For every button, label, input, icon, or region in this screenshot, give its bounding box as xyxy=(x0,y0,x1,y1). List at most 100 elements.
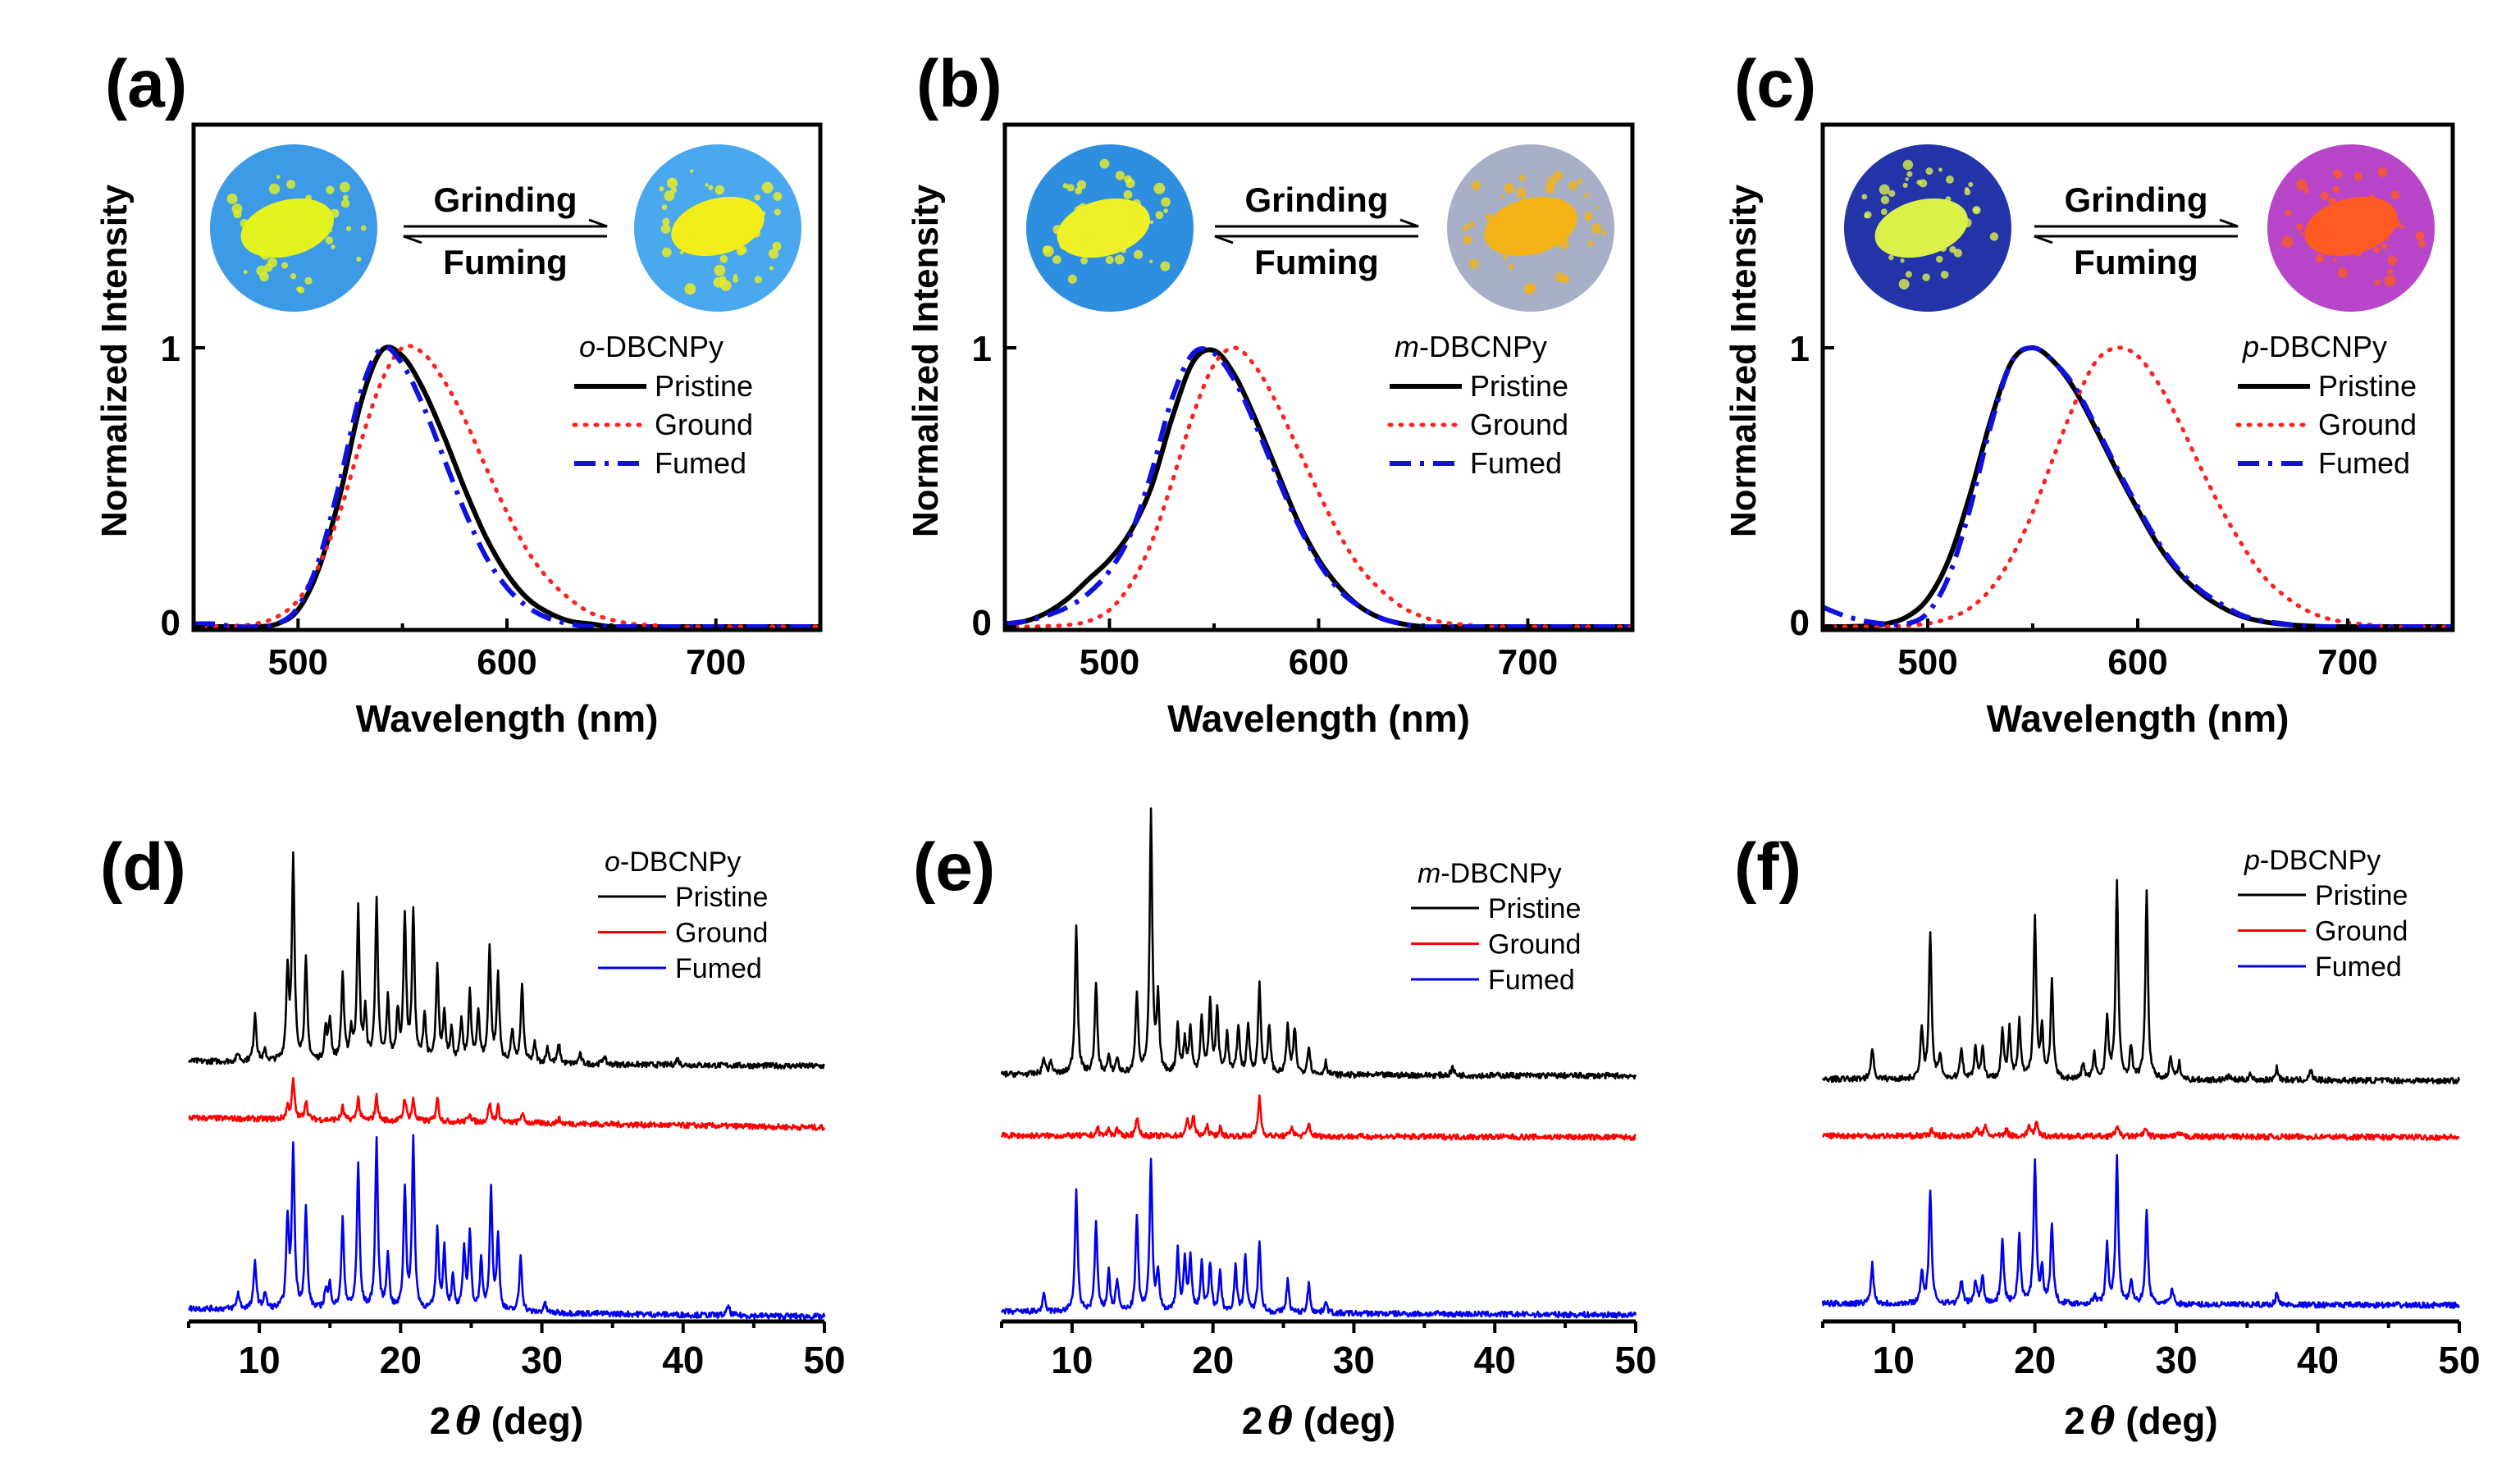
x-tick-label: 30 xyxy=(2156,1339,2198,1381)
x-axis-title-number: 2 xyxy=(1242,1399,1263,1442)
chart-panel-e: (e) 10 20 30 40 50 2 θ (deg) m-DBCNPy Pristine Gro… xyxy=(913,807,1657,1443)
legend-label-pristine: Pristine xyxy=(1488,893,1581,924)
x-axis-title: Wavelength (nm) xyxy=(356,697,659,740)
powder-after xyxy=(1462,170,1607,294)
xrd-pattern-ground xyxy=(1822,1120,2460,1142)
x-tick-label: 50 xyxy=(803,1339,845,1381)
legend-title-prefix: p xyxy=(2242,330,2259,363)
legend-title: p-DBCNPy xyxy=(2244,845,2381,876)
panel-label: (e) xyxy=(913,830,995,905)
y-tick-label: 0 xyxy=(1790,603,1810,643)
powder-before xyxy=(1861,159,1999,290)
grinding-label: Grinding xyxy=(434,180,578,219)
legend-title-rest: -DBCNPy xyxy=(620,847,741,878)
xrd-pattern-pristine xyxy=(188,851,825,1070)
legend: o-DBCNPy Pristine Ground Fumed xyxy=(572,330,753,480)
y-axis-title: Normalized Intensity xyxy=(906,184,946,537)
x-tick-label: 40 xyxy=(1474,1339,1516,1381)
xrd-pattern-fumed xyxy=(188,1134,826,1321)
xrd-pattern-pristine xyxy=(1821,878,2461,1085)
series-line-ground xyxy=(194,344,820,629)
x-tick-label: 10 xyxy=(1051,1339,1093,1381)
x-tick-label: 600 xyxy=(477,642,536,682)
x-tick-label: 50 xyxy=(1614,1339,1656,1381)
xrd-pattern-fumed xyxy=(1000,1157,1637,1319)
inset-photos xyxy=(1026,144,1614,312)
legend: m-DBCNPy Pristine Ground Fumed xyxy=(1387,330,1568,480)
x-tick-label: 20 xyxy=(380,1339,422,1381)
legend-label-ground: Ground xyxy=(655,408,753,441)
legend-label-pristine: Pristine xyxy=(2318,369,2417,403)
legend-label-fumed: Fumed xyxy=(1488,965,1575,996)
xrd-pattern-ground xyxy=(188,1076,826,1131)
legend-label-ground: Ground xyxy=(2315,916,2408,947)
legend-title: m-DBCNPy xyxy=(1418,858,1562,889)
legend-title-rest: -DBCNPy xyxy=(596,330,724,363)
powder-before xyxy=(1043,158,1171,284)
series-group xyxy=(1000,807,1637,1319)
chart-panel-b: (b) Grinding Fuming 500 600 700 0 1 Wavelength (… xyxy=(906,47,1635,740)
legend-label-fumed: Fumed xyxy=(1470,446,1562,480)
x-axis-title-unit: (deg) xyxy=(1293,1399,1395,1442)
legend: p-DBCNPy Pristine Ground Fumed xyxy=(2235,330,2417,480)
legend: o-DBCNPy Pristine Ground Fumed xyxy=(598,847,768,984)
reversible-arrows xyxy=(1214,218,1419,244)
legend-title-rest: -DBCNPy xyxy=(2260,845,2381,876)
x-tick-label: 10 xyxy=(1873,1339,1915,1381)
y-tick-label: 1 xyxy=(161,329,180,369)
x-tick-label: 500 xyxy=(1080,642,1139,682)
x-axis-title-number: 2 xyxy=(2064,1399,2085,1442)
legend-title-prefix: o xyxy=(605,847,620,878)
x-axis-title-unit: (deg) xyxy=(2116,1399,2218,1442)
y-axis-title: Normalized Intensity xyxy=(1723,184,1764,537)
series-line-ground xyxy=(1005,345,1632,629)
y-axis-title: Normalized Intensity xyxy=(94,184,135,537)
legend-title: m-DBCNPy xyxy=(1395,330,1547,363)
legend-title-rest: -DBCNPy xyxy=(2259,330,2387,363)
x-tick-label: 700 xyxy=(686,642,746,682)
inset-photos xyxy=(1844,144,2435,312)
legend: m-DBCNPy Pristine Ground Fumed xyxy=(1411,858,1581,996)
forward-arrow-icon xyxy=(404,218,608,228)
x-axis-title-unit: (deg) xyxy=(481,1399,583,1442)
legend-label-pristine: Pristine xyxy=(2315,880,2408,911)
legend-title-prefix: m xyxy=(1395,330,1419,363)
forward-arrow-icon xyxy=(2034,218,2239,228)
legend-title: p-DBCNPy xyxy=(2242,330,2387,363)
grinding-label: Grinding xyxy=(1245,180,1389,219)
backward-arrow-icon xyxy=(403,235,607,244)
legend-label-fumed: Fumed xyxy=(2318,446,2410,480)
legend-title-prefix: m xyxy=(1418,858,1440,889)
x-axis-title-theta: θ xyxy=(2090,1399,2116,1443)
legend-title-rest: -DBCNPy xyxy=(1419,330,1547,363)
legend-label-pristine: Pristine xyxy=(675,882,768,913)
chart-panel-f: (f) 10 20 30 40 50 2 θ (deg) p-DBCNPy Pristine Gro… xyxy=(1734,830,2481,1443)
grinding-label: Grinding xyxy=(2065,180,2208,219)
xrd-pattern-ground xyxy=(1000,1094,1637,1141)
x-tick-label: 20 xyxy=(2014,1339,2056,1381)
legend-label-pristine: Pristine xyxy=(1470,369,1568,403)
backward-arrow-icon xyxy=(2034,235,2238,244)
legend-label-fumed: Fumed xyxy=(655,446,746,480)
x-tick-label: 700 xyxy=(2317,642,2377,682)
legend-title-prefix: o xyxy=(579,330,596,363)
legend-title: o-DBCNPy xyxy=(605,847,741,878)
x-tick-label: 30 xyxy=(521,1339,563,1381)
panel-label: (a) xyxy=(105,47,187,121)
y-tick-label: 0 xyxy=(972,603,992,643)
legend-label-ground: Ground xyxy=(675,918,768,949)
powder-after xyxy=(2281,167,2426,287)
legend-title-prefix: p xyxy=(2244,845,2260,876)
y-tick-label: 1 xyxy=(1790,329,1810,369)
fuming-label: Fuming xyxy=(2074,243,2198,281)
powder-after xyxy=(659,169,783,295)
x-tick-label: 40 xyxy=(2297,1339,2339,1381)
y-tick-label: 1 xyxy=(972,329,992,369)
panel-label: (f) xyxy=(1734,830,1801,905)
legend-title: o-DBCNPy xyxy=(579,330,724,363)
legend-label-fumed: Fumed xyxy=(675,953,762,984)
x-tick-label: 40 xyxy=(662,1339,704,1381)
x-tick-label: 500 xyxy=(1897,642,1957,682)
